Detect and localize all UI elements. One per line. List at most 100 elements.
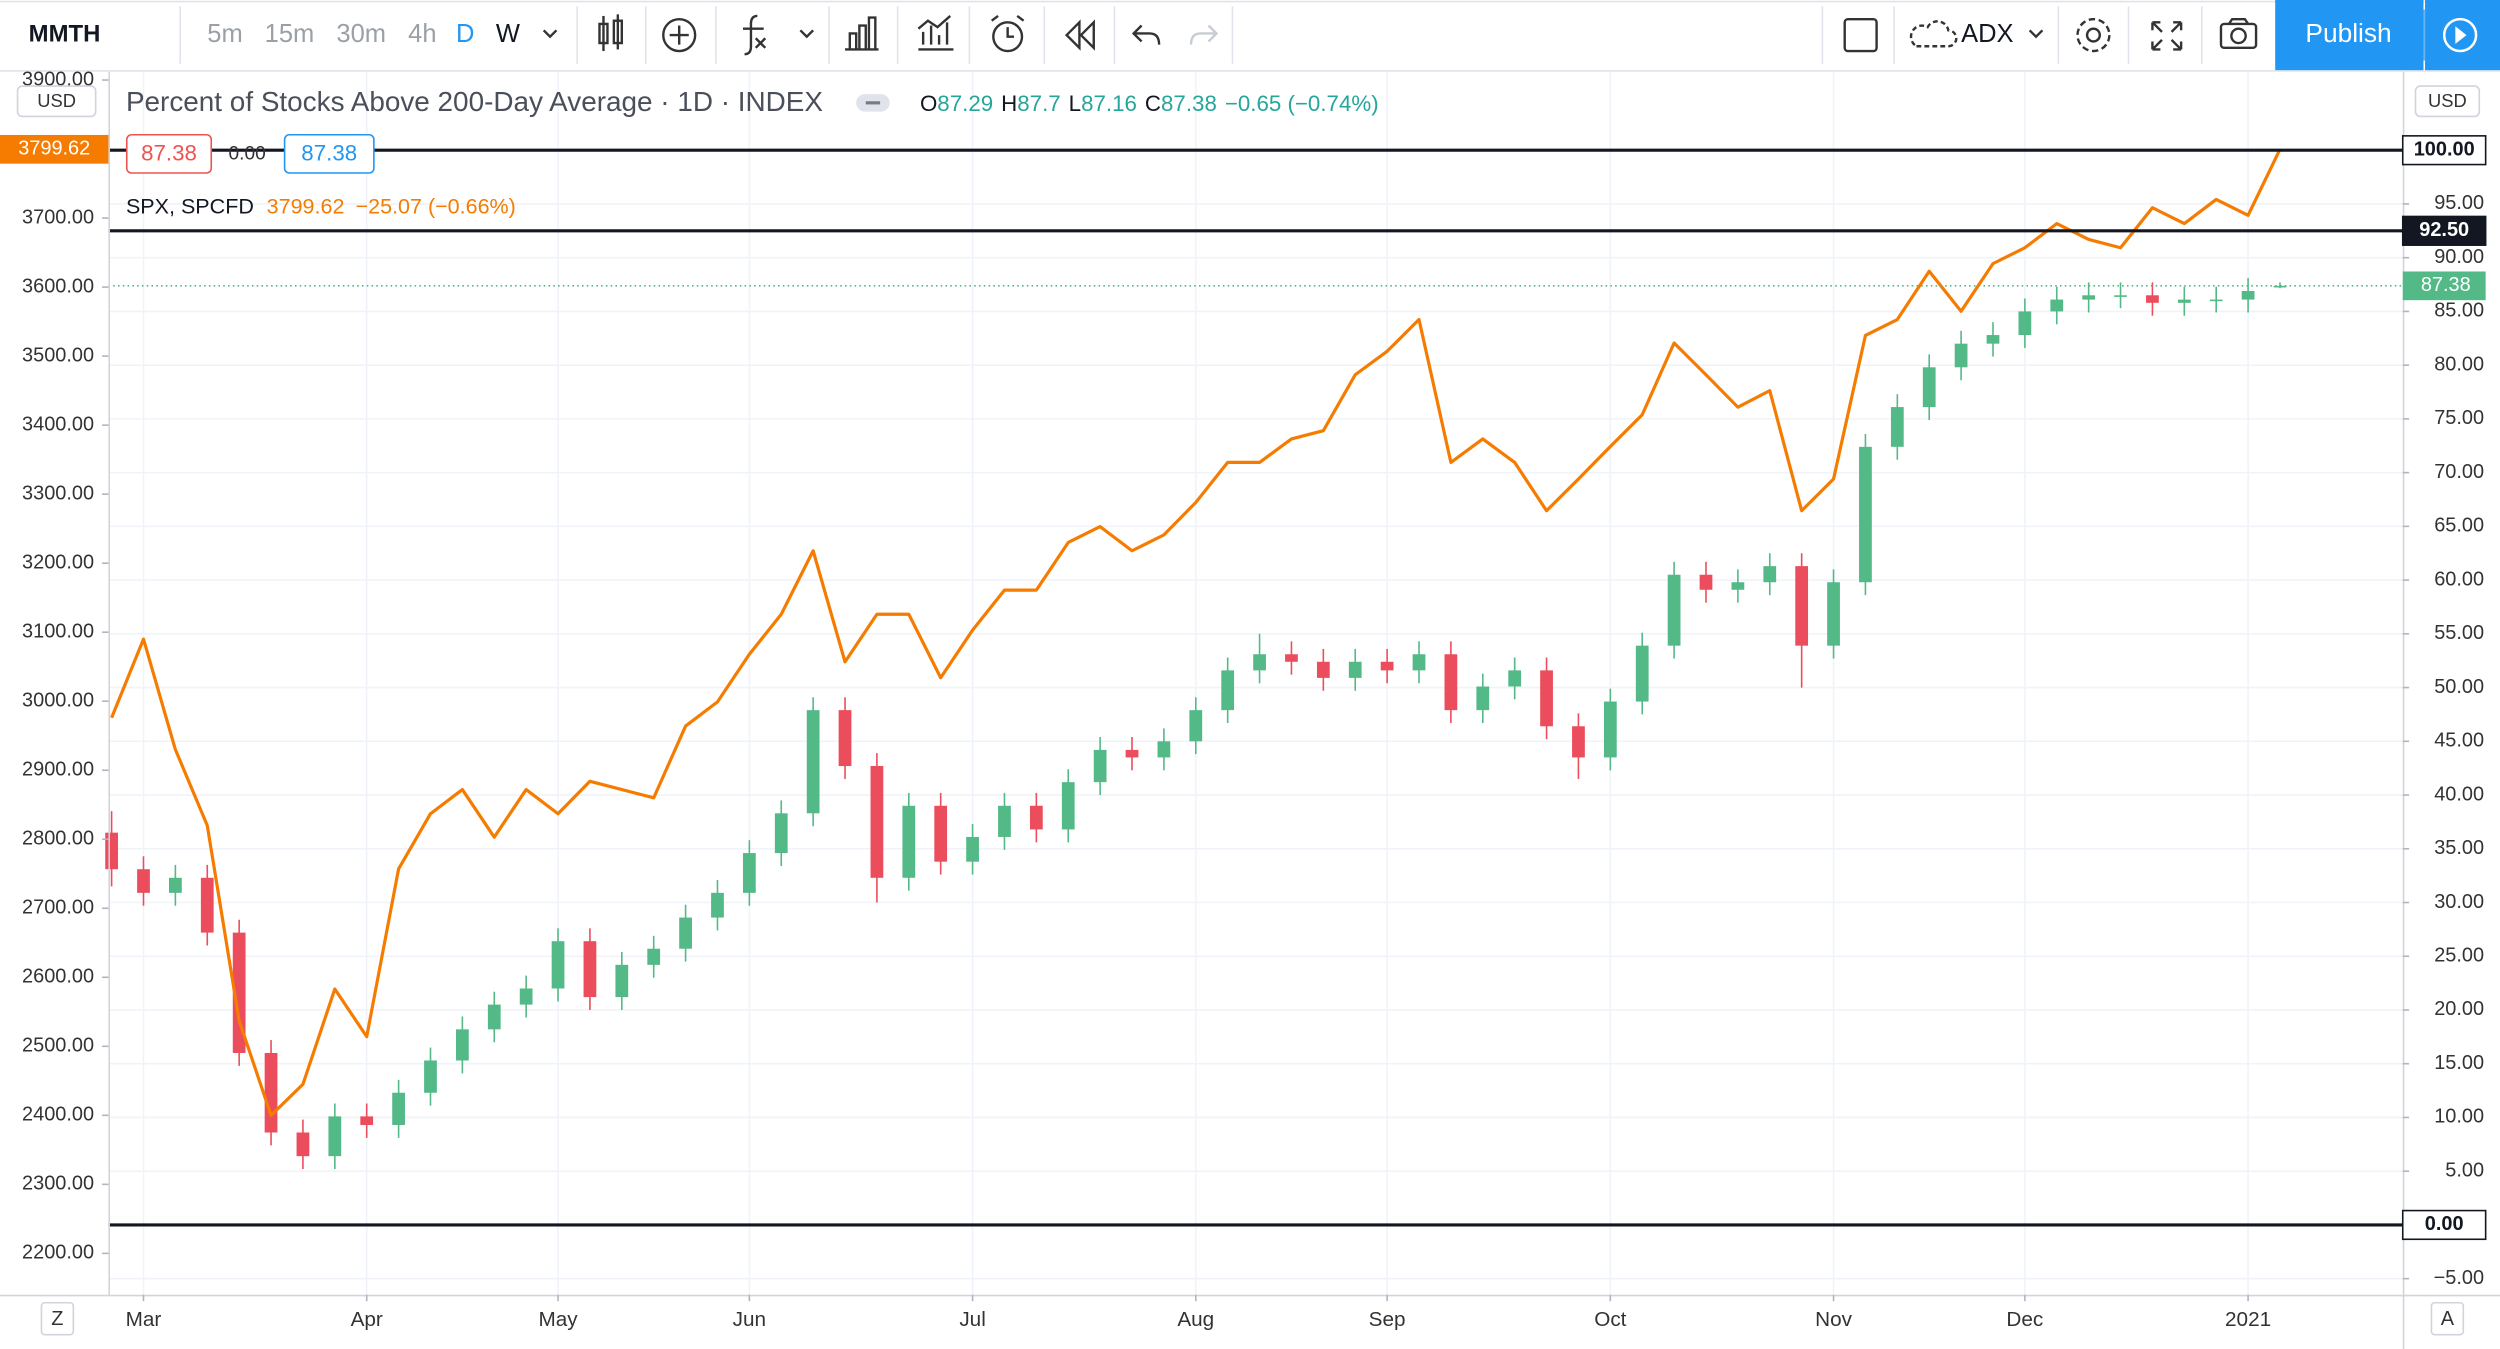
currency-badge[interactable] <box>16 85 97 118</box>
candle-body <box>934 805 948 862</box>
alert-icon[interactable] <box>990 14 1025 53</box>
x-tick-label: Jun <box>733 1308 766 1331</box>
y2-tick-label: 50.00 <box>2434 676 2484 698</box>
change-value: −0.65 (−0.74%) <box>1225 91 1379 116</box>
candle-body <box>328 1116 342 1157</box>
level-label: 100.00 <box>2414 138 2475 160</box>
l-label: L <box>1069 91 1081 116</box>
chart-style-icon[interactable] <box>598 14 624 52</box>
interval[interactable]: W <box>496 20 520 48</box>
sell-price[interactable]: 87.38 <box>141 141 197 166</box>
x-tick-label: 2021 <box>2225 1308 2271 1331</box>
currency-label[interactable]: USD <box>2428 90 2467 111</box>
layout-icon[interactable] <box>1843 17 1878 53</box>
candle-body <box>774 813 788 854</box>
play-icon[interactable] <box>2442 17 2478 53</box>
replay-icon[interactable] <box>1064 19 1095 51</box>
candle-body <box>1444 654 1458 711</box>
y2-tick-label: 85.00 <box>2434 300 2484 322</box>
candle-body <box>232 932 246 1053</box>
candle-body <box>1348 661 1362 678</box>
candle-body <box>105 832 118 870</box>
buy-price[interactable]: 87.38 <box>301 141 357 166</box>
interval[interactable]: 4h <box>408 20 436 48</box>
dropdown[interactable] <box>799 29 814 39</box>
interval[interactable]: 15m <box>265 20 315 48</box>
financials-icon[interactable] <box>845 16 879 51</box>
interval[interactable]: 30m <box>336 20 386 48</box>
fullscreen-icon[interactable] <box>2151 21 2183 51</box>
candle-body <box>392 1092 405 1125</box>
candle-body <box>902 805 916 878</box>
axes: 2200.00 2300.00 2400.00 2500.00 2600.00 2700.… <box>0 68 2487 1331</box>
indicators-icon[interactable] <box>742 14 767 56</box>
scale-button[interactable] <box>2430 1301 2465 1336</box>
currency-badge[interactable] <box>2414 85 2481 118</box>
l-value: 87.16 <box>1081 91 1137 116</box>
y2-tick-label: 80.00 <box>2434 353 2484 375</box>
y-tick-label: 3700.00 <box>22 206 94 228</box>
x-tick-label: Sep <box>1369 1308 1406 1331</box>
last-price-tag <box>2402 271 2486 301</box>
level-tag <box>2401 135 2487 166</box>
candle-body <box>296 1132 310 1157</box>
publish-label[interactable]: Publish <box>2305 18 2391 48</box>
h-label: H <box>1001 91 1017 116</box>
x-tick-label: Aug <box>1177 1308 1214 1331</box>
candle-body <box>1890 407 1904 447</box>
candle-body <box>1029 805 1043 830</box>
candle-body <box>487 1004 501 1030</box>
o-label: O <box>920 91 937 116</box>
candle-body <box>424 1060 437 1093</box>
candle-body <box>2177 299 2191 303</box>
snapshot-icon[interactable] <box>2219 17 2258 50</box>
templates-icon[interactable] <box>917 15 954 51</box>
candle-body <box>1603 701 1617 758</box>
y2-tick-label: 90.00 <box>2434 246 2484 268</box>
y-tick-label: 2200.00 <box>22 1242 94 1264</box>
candle-body <box>200 877 214 933</box>
x-tick-label: Mar <box>126 1308 162 1331</box>
candle-body <box>1699 574 1713 590</box>
scale-button[interactable] <box>40 1301 75 1336</box>
scale-label[interactable]: A <box>2441 1308 2455 1330</box>
interval-active[interactable]: D <box>456 20 474 48</box>
c-value: 87.38 <box>1161 91 1217 116</box>
buy-box[interactable] <box>283 133 375 174</box>
dropdown[interactable] <box>2028 29 2044 39</box>
cloud-icon[interactable] <box>1909 20 1958 48</box>
candle-body <box>870 766 884 878</box>
sell-box[interactable] <box>125 133 213 174</box>
play-icon-triangle[interactable] <box>2455 26 2467 44</box>
candle-body <box>1125 749 1139 758</box>
y2-tick-label: 75.00 <box>2434 407 2484 429</box>
y2-tick-label: −5.00 <box>2434 1267 2484 1289</box>
y-tick-label: 3600.00 <box>22 275 94 297</box>
compare-icon[interactable] <box>662 17 697 53</box>
dropdown[interactable] <box>542 29 558 39</box>
undo-icon[interactable] <box>1131 24 1161 45</box>
level-label: 0.00 <box>2425 1213 2464 1235</box>
scale-label[interactable]: Z <box>51 1308 63 1330</box>
candle-body <box>1667 574 1681 646</box>
x-tick-label: Jul <box>959 1308 985 1331</box>
redo-icon[interactable] <box>1189 24 1219 45</box>
y2-tick-label: 35.00 <box>2434 837 2484 859</box>
spx-name: SPX, SPCFD <box>126 194 254 218</box>
candle-body <box>1157 741 1171 758</box>
level-tag <box>2401 1209 2487 1241</box>
publish-button[interactable] <box>2275 0 2424 71</box>
ohlc-legend: O87.29 H87.7 L87.16 C87.38 −0.65 (−0.74%) <box>920 91 1379 116</box>
y-tick-label: 3000.00 <box>22 689 94 711</box>
candle-body <box>711 892 724 918</box>
interval[interactable]: 5m <box>207 20 242 48</box>
candle-body <box>1763 566 1777 583</box>
settings-icon[interactable] <box>2076 17 2111 53</box>
toolbar: MMTH 5m 15m 30m 4h D W ADX <box>0 0 2500 72</box>
currency-label[interactable]: USD <box>37 90 76 111</box>
level-label: 92.50 <box>2419 219 2469 241</box>
indicator-name[interactable]: ADX <box>1961 20 2013 48</box>
symbol[interactable]: MMTH <box>29 20 101 47</box>
y-tick-label: 2300.00 <box>22 1173 94 1195</box>
